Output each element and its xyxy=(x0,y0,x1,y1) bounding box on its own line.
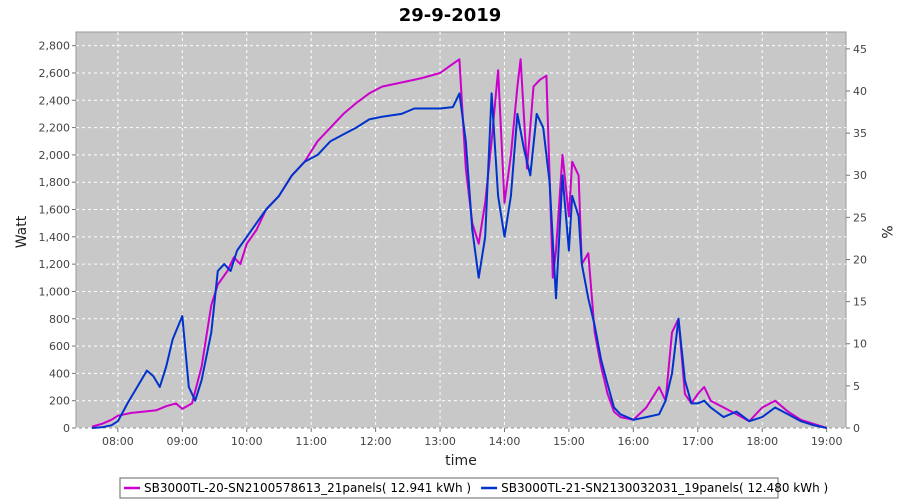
x-tick-label: 19:00 xyxy=(811,435,843,448)
y-tick-label: 800 xyxy=(49,313,70,326)
y-axis-ticks: 0 200 400 600 800 1,000 1,200 1,400 1,600 1,800 2,… xyxy=(39,40,76,435)
y2-axis-ticks: 0 5 10 15 20 25 30 35 40 45 xyxy=(846,43,867,435)
series-line-2 xyxy=(92,92,827,429)
y2-axis-label: % xyxy=(878,225,894,238)
x-tick-label: 13:00 xyxy=(424,435,456,448)
y-tick-label: 2,400 xyxy=(39,94,71,107)
x-tick-label: 08:00 xyxy=(102,435,134,448)
x-axis-label: time xyxy=(445,453,477,469)
y2-tick-label: 25 xyxy=(853,211,867,224)
x-tick-label: 12:00 xyxy=(360,435,392,448)
y2-tick-label: 45 xyxy=(853,43,867,56)
y2-tick-label: 0 xyxy=(853,422,860,435)
legend-items: SB3000TL-20-SN2100578613_21panels( 12.94… xyxy=(124,481,828,495)
chart-title: 29-9-2019 xyxy=(399,5,502,26)
y-tick-label: 200 xyxy=(49,395,70,408)
legend-label-2: SB3000TL-21-SN2130032031_19panels( 12.48… xyxy=(501,481,828,495)
y2-tick-label: 30 xyxy=(853,169,867,182)
y2-tick-label: 15 xyxy=(853,296,867,309)
legend-label-1: SB3000TL-20-SN2100578613_21panels( 12.94… xyxy=(144,481,471,495)
x-tick-label: 18:00 xyxy=(746,435,778,448)
y-tick-label: 2,600 xyxy=(39,67,71,80)
legend xyxy=(119,477,779,499)
y-tick-label: 2,000 xyxy=(39,149,71,162)
x-tick-label: 17:00 xyxy=(682,435,714,448)
x-tick-label: 16:00 xyxy=(618,435,650,448)
x-tick-label: 11:00 xyxy=(295,435,327,448)
y-tick-label: 0 xyxy=(63,422,70,435)
y-tick-label: 1,600 xyxy=(39,204,71,217)
x-tick-label: 15:00 xyxy=(553,435,585,448)
y-axis-label: Watt xyxy=(14,215,30,248)
y2-tick-label: 10 xyxy=(853,338,867,351)
x-axis-ticks: 08:00 09:00 10:00 11:00 12:00 13:00 14:00 15:00… xyxy=(102,428,843,448)
y-tick-label: 2,800 xyxy=(39,40,71,53)
x-tick-label: 14:00 xyxy=(489,435,521,448)
y-tick-label: 1,800 xyxy=(39,176,71,189)
series-lines xyxy=(91,58,828,429)
y-tick-label: 400 xyxy=(49,367,70,380)
x-tick-label: 10:00 xyxy=(231,435,263,448)
y-tick-label: 600 xyxy=(49,340,70,353)
y-tick-label: 2,200 xyxy=(39,122,71,135)
y2-tick-label: 5 xyxy=(853,380,860,393)
y2-tick-label: 40 xyxy=(853,85,867,98)
y2-tick-label: 20 xyxy=(853,253,867,266)
y-tick-label: 1,000 xyxy=(39,285,71,298)
y-tick-label: 1,400 xyxy=(39,231,71,244)
y-tick-label: 1,200 xyxy=(39,258,71,271)
y2-tick-label: 35 xyxy=(853,127,867,140)
x-tick-label: 09:00 xyxy=(166,435,198,448)
